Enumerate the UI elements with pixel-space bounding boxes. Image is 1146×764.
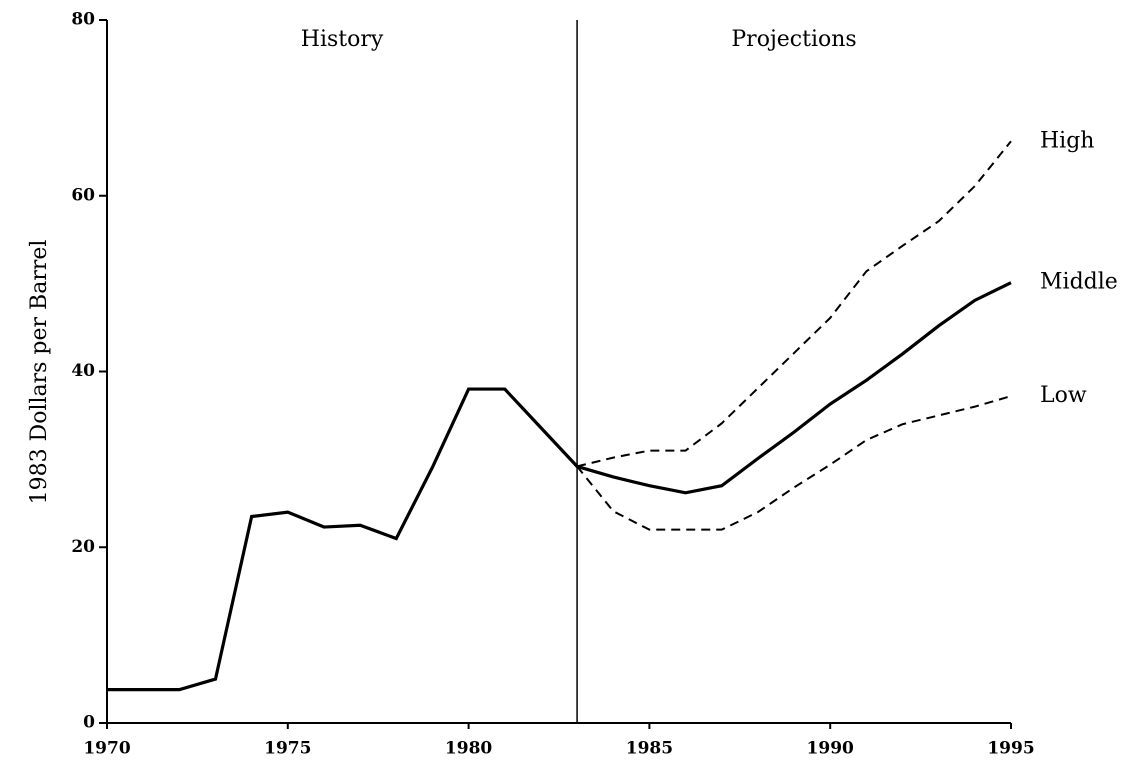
series-label: High — [1040, 128, 1094, 153]
x-tick-label: 1985 — [626, 739, 673, 759]
series-line — [576, 395, 1012, 531]
x-tick-label: 1975 — [264, 739, 311, 759]
series-line — [576, 140, 1012, 468]
y-tick-label: 20 — [71, 537, 95, 557]
y-tick-label: 0 — [83, 713, 95, 733]
x-tick-label: 1980 — [445, 739, 492, 759]
annotation: Projections — [731, 27, 856, 52]
annotation: History — [301, 27, 384, 52]
series-label: Low — [1040, 383, 1087, 408]
series-line — [107, 281, 1012, 692]
series-label: Middle — [1040, 270, 1118, 295]
x-tick-label: 1995 — [987, 739, 1034, 759]
x-tick-label: 1970 — [83, 739, 130, 759]
y-tick-label: 40 — [71, 361, 95, 381]
y-tick-label: 60 — [71, 185, 95, 205]
x-tick-label: 1990 — [807, 739, 854, 759]
y-axis-label: 1983 Dollars per Barrel — [27, 240, 52, 505]
y-tick-label: 80 — [71, 10, 95, 30]
